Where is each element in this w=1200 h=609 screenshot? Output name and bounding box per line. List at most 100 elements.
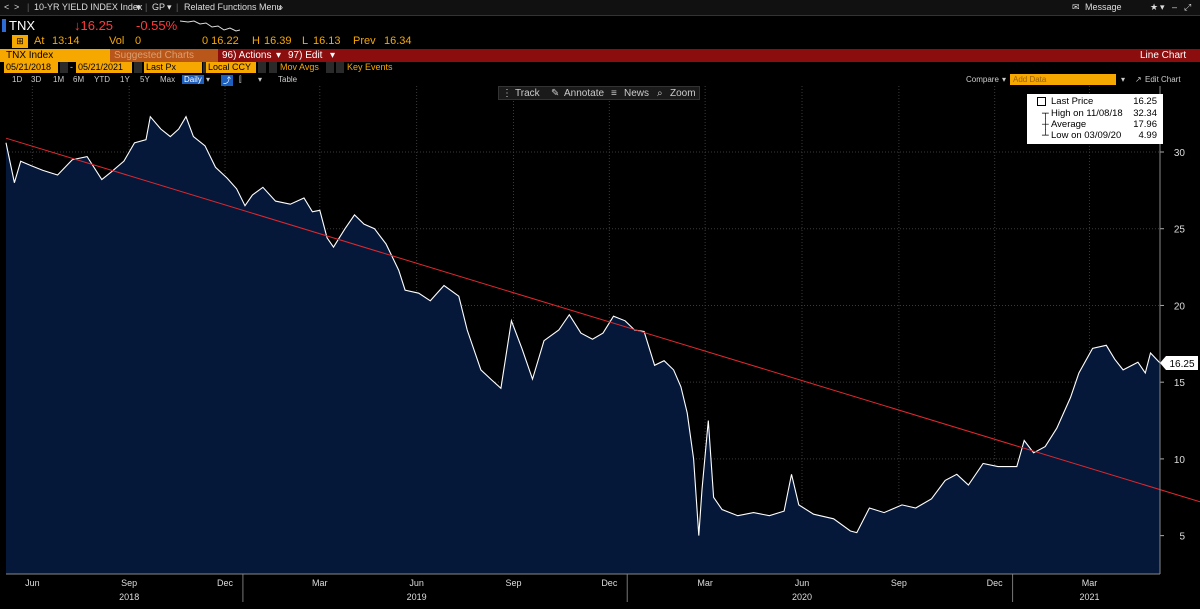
mov-avgs-toggle[interactable]: Mov Avgs (280, 62, 319, 72)
period-5y[interactable]: 5Y (140, 75, 150, 84)
x-tick-label: Mar (697, 578, 713, 588)
legend-low-label: Low on 03/09/20 (1051, 130, 1122, 141)
edit-chart-button[interactable]: Edit Chart (1145, 75, 1181, 84)
y-tick-label: 10 (1174, 455, 1186, 466)
period-6m[interactable]: 6M (73, 75, 85, 84)
period-1m[interactable]: 1M (53, 75, 65, 84)
chevron-down-icon[interactable]: ▾ (330, 50, 336, 61)
zoom-icon[interactable]: ⌕ (657, 88, 663, 99)
actions-menu[interactable]: 96) Actions (222, 50, 272, 61)
line-chart-icon[interactable]: ⤴ (221, 75, 233, 86)
edit-chart-icon[interactable]: ↗ (1135, 75, 1142, 84)
open-price: 0 16.22 (202, 35, 239, 47)
add-data-input[interactable]: Add Data (1010, 74, 1116, 85)
price-area (6, 116, 1160, 574)
x-tick-label: Mar (1082, 578, 1098, 588)
x-tick-label: Sep (505, 578, 521, 588)
start-date-field[interactable]: 05/21/2018 (4, 62, 58, 73)
chevron-down-icon[interactable] (258, 62, 266, 73)
period-1d[interactable]: 1D (12, 75, 23, 84)
security-menu[interactable]: 10-YR YIELD INDEX Index (34, 2, 143, 12)
legend-high-value: 32.34 (1133, 108, 1157, 119)
chart-toolbar: ⋮ Track ✎ Annotate ≡ News ⌕ Zoom (498, 86, 700, 100)
price-change: -0.55% (136, 18, 178, 33)
line-chart[interactable]: 5 10 15 20 25 30 Jun Sep Dec Mar Jun Sep Dec Mar Jun Se… (0, 86, 1200, 609)
calendar-icon[interactable] (60, 62, 68, 73)
year-label: 2021 (1079, 592, 1099, 602)
volume: 0 (135, 35, 142, 47)
function-menubar: TNX Index Suggested Charts 96) Actions ▾… (0, 49, 1200, 62)
checkbox-icon[interactable] (269, 62, 277, 73)
star-icon[interactable]: ★ (1150, 2, 1159, 12)
ticker: TNX (9, 18, 35, 33)
track-icon[interactable]: ⋮ (502, 88, 512, 99)
currency-select[interactable]: Local CCY (206, 62, 256, 73)
zoom-button[interactable]: Zoom (670, 88, 696, 99)
low-label: L (302, 35, 309, 47)
security-field[interactable]: TNX Index (0, 49, 110, 62)
high-price: 16.39 (264, 35, 292, 47)
related-functions-menu[interactable]: Related Functions Menu (184, 2, 282, 12)
x-tick-label: Jun (795, 578, 810, 588)
compare-button[interactable]: Compare (966, 75, 999, 84)
message-button[interactable]: Message (1085, 2, 1122, 12)
chevron-down-icon[interactable]: ▾ (206, 75, 211, 84)
low-price: 16.13 (313, 35, 341, 47)
y-tick-label: 20 (1174, 301, 1186, 312)
mail-icon[interactable]: ✉ (1072, 2, 1080, 12)
forward-icon[interactable]: > (14, 2, 20, 12)
year-label: 2019 (407, 592, 427, 602)
checkbox-icon[interactable] (336, 62, 344, 73)
field-select[interactable]: Last Px (144, 62, 202, 73)
chevron-down-icon[interactable] (326, 62, 334, 73)
trend-line (5, 137, 1200, 503)
y-tick-label: 30 (1174, 148, 1186, 159)
table-button[interactable]: Table (278, 75, 298, 84)
track-button[interactable]: Track (515, 88, 540, 99)
period-3d[interactable]: 3D (31, 75, 42, 84)
suggested-charts-button[interactable]: Suggested Charts (110, 49, 218, 62)
news-button[interactable]: News (624, 88, 650, 99)
x-tick-label: Dec (217, 578, 234, 588)
frequency-daily[interactable]: Daily (182, 75, 204, 84)
chevron-down-icon[interactable]: ▾ (136, 2, 141, 12)
quote-line: TNX ↓16.25 -0.55% (0, 17, 1200, 35)
last-price: ↓16.25 (74, 18, 114, 33)
annotate-button[interactable]: Annotate (564, 88, 605, 99)
chevron-down-icon[interactable]: ▾ (1160, 2, 1165, 12)
bar-chart-icon[interactable]: ⫿ (239, 75, 242, 84)
x-tick-label: Dec (601, 578, 618, 588)
alert-icon[interactable]: ⊞ (12, 35, 28, 48)
end-date-field[interactable]: 05/21/2021 (76, 62, 132, 73)
x-tick-label: Sep (121, 578, 137, 588)
chart-legend: Last Price 16.25 ┬ High on 11/08/18 32.3… (1027, 94, 1163, 144)
expand-icon[interactable]: ⤢ (1184, 2, 1192, 12)
period-ytd[interactable]: YTD (94, 75, 110, 84)
x-tick-label: Dec (987, 578, 1004, 588)
edit-menu[interactable]: 97) Edit (288, 50, 323, 61)
minimize-icon[interactable]: – (1172, 2, 1178, 12)
chevron-down-icon[interactable]: ▾ (1121, 75, 1126, 84)
chevron-down-icon[interactable]: ▾ (258, 75, 263, 84)
annotate-icon[interactable]: ✎ (551, 88, 560, 99)
legend-high-label: High on 11/08/18 (1051, 108, 1123, 119)
at-label: At (34, 35, 45, 47)
prev-price: 16.34 (384, 35, 412, 47)
prev-label: Prev (353, 35, 376, 47)
quote-detail-line: ⊞ At 13:14 Vol 0 0 16.22 H 16.39 L 16.13… (0, 35, 1200, 49)
chevron-down-icon[interactable]: ▾ (276, 50, 282, 61)
key-events-toggle[interactable]: Key Events (347, 62, 393, 72)
period-max[interactable]: Max (160, 75, 176, 84)
function-menu[interactable]: GP (152, 2, 166, 12)
news-icon[interactable]: ≡ (611, 88, 617, 99)
legend-swatch (1037, 97, 1046, 106)
period-1y[interactable]: 1Y (120, 75, 130, 84)
sparkline-icon (180, 20, 240, 32)
calendar-icon[interactable] (134, 62, 142, 73)
chevron-double-down-icon[interactable]: » (278, 2, 284, 12)
chevron-down-icon[interactable]: ▾ (167, 2, 172, 12)
vol-label: Vol (109, 35, 125, 47)
chevron-down-icon[interactable]: ▾ (1002, 75, 1007, 84)
back-icon[interactable]: < (4, 2, 10, 12)
average-marker-icon: ┼ (1042, 119, 1049, 130)
